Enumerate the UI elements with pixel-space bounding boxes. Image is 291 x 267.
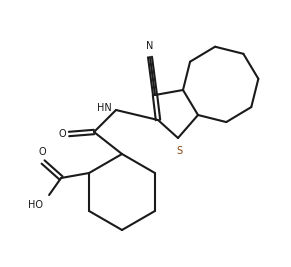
Text: HN: HN [97, 103, 111, 113]
Text: O: O [58, 129, 66, 139]
Text: O: O [38, 147, 46, 157]
Text: N: N [146, 41, 154, 51]
Text: HO: HO [28, 200, 42, 210]
Text: S: S [176, 146, 182, 156]
